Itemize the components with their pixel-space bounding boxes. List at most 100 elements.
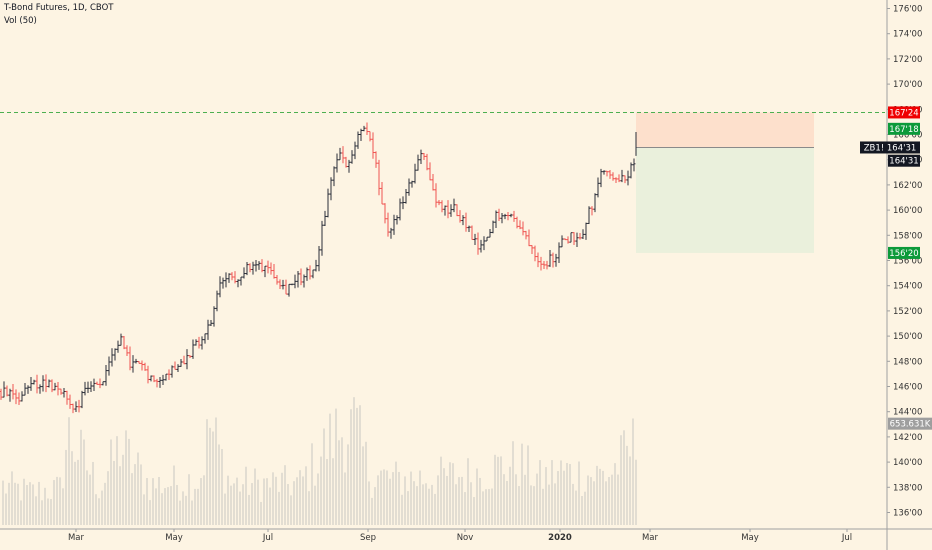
volume-bar <box>152 478 154 525</box>
ohlc-bar <box>152 375 156 383</box>
ohlc-bar <box>512 210 516 222</box>
ohlc-bar <box>389 227 393 239</box>
volume-bar <box>590 477 592 525</box>
volume-bar <box>140 464 142 525</box>
price-tick-label: 166'00 <box>893 131 922 141</box>
volume-bar <box>56 476 58 525</box>
ohlc-bar <box>308 265 312 280</box>
volume-bar <box>302 476 304 525</box>
volume-indicator-label: Vol (50) <box>4 16 37 26</box>
ohlc-bar <box>89 381 93 392</box>
time-tick-label: Mar <box>642 533 659 543</box>
ohlc-bar <box>617 174 621 183</box>
ohlc-bar <box>380 182 384 205</box>
ohlc-bar <box>17 392 21 406</box>
price-axis[interactable]: 136'00 138'00 140'00 142'00 144'00 146'00 148'… <box>886 0 922 550</box>
price-tick-label: 148'00 <box>893 357 922 367</box>
volume-bar <box>290 495 292 525</box>
volume-bar <box>179 500 181 525</box>
price-tick-label: 154'00 <box>893 282 922 292</box>
volume-bar <box>65 449 67 525</box>
volume-bar <box>263 478 265 525</box>
volume-bar <box>491 488 493 525</box>
ohlc-bar <box>167 369 171 380</box>
volume-bar <box>143 494 145 525</box>
time-axis[interactable]: Mar May Jul Sep Nov 2020 Mar May Jul <box>0 528 932 543</box>
volume-bar <box>560 460 562 525</box>
ohlc-bar <box>299 268 303 286</box>
ohlc-bar <box>5 385 9 397</box>
ohlc-bar <box>518 220 522 230</box>
ohlc-bar <box>359 128 363 141</box>
time-tick-label: Nov <box>457 533 474 543</box>
volume-bar <box>134 464 136 525</box>
volume-bar <box>377 475 379 525</box>
volume-bar <box>389 478 391 525</box>
price-tick-label: 160'00 <box>893 206 922 216</box>
volume-value-badge: 653.631K <box>888 417 932 430</box>
volume-bar <box>569 464 571 525</box>
ohlc-bar <box>581 229 585 240</box>
ohlc-bar <box>548 250 552 267</box>
volume-bar <box>221 448 223 525</box>
volume-value-badge-bg <box>888 417 932 430</box>
target-price-badge-bg <box>888 246 920 259</box>
volume-bar <box>62 488 64 525</box>
ohlc-bar <box>182 355 186 365</box>
ohlc-bar <box>56 381 60 396</box>
ohlc-bar <box>395 215 399 225</box>
ohlc-bar <box>164 373 168 381</box>
volume-bar <box>509 466 511 525</box>
ohlc-bar <box>95 381 99 385</box>
position-zones <box>636 112 814 253</box>
ohlc-bar <box>365 122 369 136</box>
volume-bar <box>311 443 313 525</box>
ohlc-bar <box>611 172 615 181</box>
volume-bar <box>326 459 328 525</box>
ohlc-bar <box>542 260 546 270</box>
ohlc-bar <box>53 382 57 391</box>
volume-bar <box>335 408 337 525</box>
ohlc-bar <box>188 355 192 358</box>
ohlc-bar <box>599 168 603 188</box>
ohlc-bar <box>158 376 162 388</box>
volume-bar <box>374 487 376 525</box>
entry-price-badge-label: 167'18 <box>889 125 918 135</box>
stop-loss-zone <box>636 112 814 148</box>
volume-bar <box>455 484 457 525</box>
volume-bar <box>218 444 220 525</box>
volume-bar <box>197 488 199 525</box>
ohlc-bar <box>554 253 558 267</box>
volume-bar <box>476 468 478 525</box>
entry-price-badge-bg <box>888 122 920 135</box>
ohlc-bar <box>332 166 336 187</box>
volume-bar <box>458 477 460 525</box>
volume-bar <box>182 491 184 525</box>
volume-bar <box>410 471 412 525</box>
volume-bar <box>365 441 367 525</box>
ohlc-bar <box>8 388 12 402</box>
ohlc-bar <box>98 378 102 389</box>
ohlc-bar <box>539 256 543 271</box>
volume-bar <box>287 484 289 525</box>
ohlc-bar <box>482 236 486 251</box>
volume-bar <box>368 481 370 525</box>
volume-bar <box>8 482 10 525</box>
volume-bar <box>512 441 514 525</box>
ohlc-bar <box>233 271 237 284</box>
ohlc-bar <box>26 385 30 394</box>
volume-bar <box>437 475 439 525</box>
ohlc-bar <box>230 272 234 281</box>
volume-bar <box>320 456 322 525</box>
volume-bar <box>104 482 106 525</box>
ohlc-bar <box>602 170 606 175</box>
ohlc-bar <box>212 306 216 327</box>
volume-bar <box>407 491 409 525</box>
price-tick-label: 140'00 <box>893 458 922 468</box>
ohlc-bar <box>239 276 243 286</box>
ohlc-bar <box>347 159 351 173</box>
ohlc-bar <box>569 232 573 243</box>
volume-bar <box>110 439 112 525</box>
volume-bar <box>533 486 535 525</box>
